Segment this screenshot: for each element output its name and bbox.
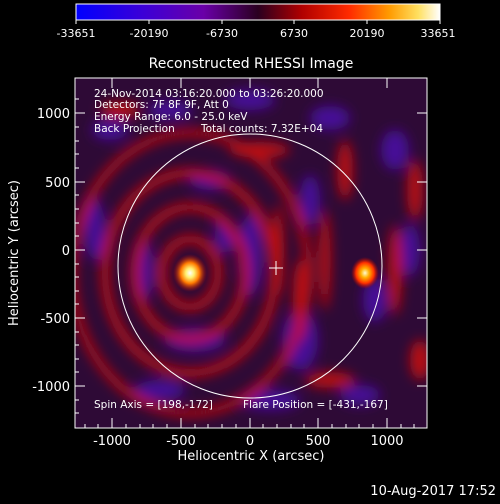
x-tick-label: -500 [166, 434, 196, 449]
annotation-total-counts: Total counts: 7.32E+04 [200, 123, 323, 135]
colorbar-tick-label: -20190 [130, 27, 169, 40]
solar-limb-circle [117, 133, 383, 399]
annotation-energy-range: Energy Range: 6.0 - 25.0 keV [94, 111, 248, 123]
plot-frame [74, 77, 428, 429]
spin-axis-marker [269, 261, 283, 275]
colorbar: -33651 -20190 -6730 6730 20190 33651 [57, 3, 456, 40]
plot-title: Reconstructed RHESSI Image [149, 56, 354, 72]
timestamp: 10-Aug-2017 17:52 [370, 484, 496, 499]
annotation-time-range: 24-Nov-2014 03:16:20.000 to 03:26:20.000 [94, 88, 324, 100]
colorbar-tick-label: 6730 [280, 27, 308, 40]
annotation-spin-axis: Spin Axis = [198,-172] [94, 399, 213, 411]
colorbar-tick-label: 33651 [421, 27, 456, 40]
x-axis-label: Heliocentric X (arcsec) [178, 449, 325, 464]
y-tick-label: -1000 [32, 380, 70, 395]
x-tick-label: 1000 [370, 434, 403, 449]
y-tick-label: 0 [62, 244, 70, 259]
annotation-flare-position: Flare Position = [-431,-167] [243, 399, 388, 411]
flare-source-secondary [351, 257, 379, 289]
x-tick-label: 0 [246, 434, 254, 449]
colorbar-tick-label: 20190 [350, 27, 385, 40]
y-tick-label: 500 [45, 176, 70, 191]
annotation-detectors: Detectors: 7F 8F 9F, Att 0 [94, 99, 229, 111]
annotation-method: Back Projection [94, 123, 175, 135]
y-tick-label: -500 [40, 312, 70, 327]
colorbar-gradient [75, 3, 441, 21]
x-tick-label: 500 [306, 434, 331, 449]
flare-source-main [173, 254, 207, 292]
axis-ticks [75, 78, 427, 428]
colorbar-tickmarks [75, 20, 441, 24]
x-tick-label: -1000 [93, 434, 131, 449]
y-tick-label: 1000 [37, 107, 70, 122]
y-axis-label: Heliocentric Y (arcsec) [7, 180, 22, 326]
colorbar-tick-label: -6730 [206, 27, 238, 40]
colorbar-tick-label: -33651 [57, 27, 96, 40]
image-area [75, 78, 427, 428]
ripple-pattern [75, 90, 427, 417]
